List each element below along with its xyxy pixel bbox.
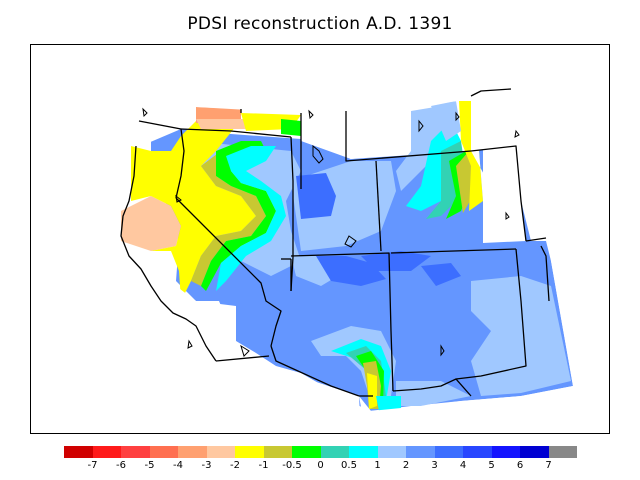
colorbar (64, 446, 577, 458)
colorbar-tick-label: -2 (230, 460, 240, 471)
region-olive-w (191, 146, 266, 286)
colorbar-swatch (320, 446, 349, 458)
page-title: PDSI reconstruction A.D. 1391 (187, 14, 453, 34)
mask-north (121, 45, 609, 159)
lakes (142, 107, 520, 357)
colorbar-labels: -7 -6 -5 -4 -3 -2 -1 -0.5 0 0.5 1 2 3 4 5 6 7 (64, 460, 577, 474)
pdsi-map (31, 45, 609, 433)
colorbar-swatch (434, 446, 463, 458)
colorbar-swatch (64, 446, 93, 458)
colorbar-swatch (548, 446, 577, 458)
region-lightblue-5 (396, 381, 471, 406)
region-green-n (281, 119, 301, 136)
map-frame (30, 44, 610, 434)
colorbar-swatch (377, 446, 406, 458)
colorbar-tick-label: -3 (201, 460, 212, 471)
region-blue-deep-1 (296, 173, 336, 219)
region-lightblue-ne (396, 106, 451, 191)
region-lightblue-ne2 (431, 101, 461, 141)
colorbar-swatch (520, 446, 549, 458)
colorbar-tick-label: -4 (173, 460, 183, 471)
mask-sw (181, 301, 236, 351)
colorbar-tick-label: 1 (374, 460, 381, 471)
region-yellow-nw (131, 121, 256, 301)
colorbar-tick-label: 7 (545, 460, 552, 471)
colorbar-tick-label: -1 (258, 460, 269, 471)
colorbar-tick-label: 0.5 (341, 460, 357, 471)
mask-mexico (359, 386, 609, 433)
colorbar-swatch (463, 446, 492, 458)
colorbar-swatch (292, 446, 321, 458)
region-peach-nw (121, 196, 181, 251)
colorbar-swatch (149, 446, 178, 458)
mask-e (549, 241, 609, 386)
colorbar-swatch (206, 446, 235, 458)
mask-ne (471, 96, 609, 241)
region-lightblue-3 (471, 276, 571, 396)
colorbar-swatch (263, 446, 292, 458)
state-boundaries (120, 88, 550, 397)
colorbar-swatch (349, 446, 378, 458)
region-blue-deep-3 (361, 251, 431, 271)
region-cyan-s2 (376, 396, 401, 411)
colorbar-tick-label: 6 (516, 460, 524, 471)
colorbar-tick-label: 2 (402, 460, 410, 471)
colorbar-swatch (406, 446, 435, 458)
colorbar-swatch (92, 446, 121, 458)
colorbar-swatch (235, 446, 264, 458)
mask-ocean-w (31, 45, 361, 433)
region-yellow-s (367, 373, 377, 409)
region-green-w (201, 141, 276, 291)
region-yellow-ne (459, 101, 483, 211)
colorbar-swatch (178, 446, 207, 458)
colorbar-tick-label: 3 (431, 460, 438, 471)
colorbar-tick-label: -7 (87, 460, 98, 471)
mask-nw-box (301, 111, 351, 159)
colorbar-swatch (491, 446, 520, 458)
mask-ne-box (483, 141, 526, 243)
region-blue-deep-4 (421, 263, 461, 286)
colorbar-tick-label: -0.5 (282, 460, 302, 471)
colorbar-tick-label: -6 (116, 460, 126, 471)
colorbar-tick-label: 4 (459, 460, 467, 471)
colorbar-tick-label: 0 (317, 460, 324, 471)
colorbar-swatch (121, 446, 150, 458)
colorbar-tick-label: 5 (488, 460, 495, 471)
colorbar-tick-label: -5 (144, 460, 155, 471)
